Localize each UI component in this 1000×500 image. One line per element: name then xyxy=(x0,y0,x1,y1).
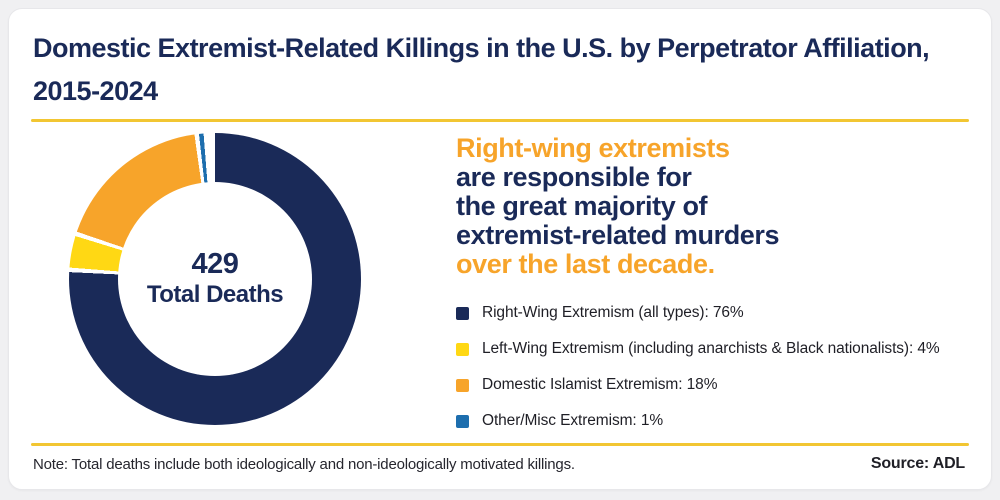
legend-label: Right-Wing Extremism (all types): 76% xyxy=(482,304,744,321)
infographic-card: Domestic Extremist-Related Killings in t… xyxy=(8,8,992,490)
summary-column: Right-wing extremists are responsible fo… xyxy=(456,134,981,439)
legend-swatch-yellow xyxy=(456,342,469,356)
legend-item-islamist: Domestic Islamist Extremism: 18% xyxy=(456,367,981,403)
source-credit: Source: ADL xyxy=(870,455,965,472)
headline-line: extremist-related murders xyxy=(456,220,780,250)
footer-divider xyxy=(31,443,969,446)
legend-swatch-blue xyxy=(456,414,469,428)
legend-label: Left-Wing Extremism (including anarchist… xyxy=(482,340,940,357)
legend-item-other: Other/Misc Extremism: 1% xyxy=(456,403,981,439)
headline-line: over the last decade. xyxy=(456,249,715,279)
headline-line: are responsible for xyxy=(456,162,692,192)
page-title: Domestic Extremist-Related Killings in t… xyxy=(33,33,930,106)
legend-item-left-wing: Left-Wing Extremism (including anarchist… xyxy=(456,331,981,367)
donut-total-label: Total Deaths xyxy=(146,281,284,309)
legend-swatch-orange xyxy=(456,378,469,392)
footnote: Note: Total deaths include both ideologi… xyxy=(33,456,575,473)
chart-legend: Right-Wing Extremism (all types): 76% Le… xyxy=(456,295,981,439)
donut-chart: 429 Total Deaths xyxy=(69,133,361,425)
headline: Right-wing extremists are responsible fo… xyxy=(456,134,981,279)
headline-line: the great majority of xyxy=(456,191,708,221)
legend-label: Domestic Islamist Extremism: 18% xyxy=(482,376,718,393)
legend-item-right-wing: Right-Wing Extremism (all types): 76% xyxy=(456,295,981,331)
legend-swatch-navy xyxy=(456,306,469,320)
donut-total-value: 429 xyxy=(191,248,239,281)
headline-line: Right-wing extremists xyxy=(456,133,730,163)
legend-label: Other/Misc Extremism: 1% xyxy=(482,412,664,429)
donut-hole: 429 Total Deaths xyxy=(118,182,312,376)
title-divider xyxy=(31,119,969,122)
